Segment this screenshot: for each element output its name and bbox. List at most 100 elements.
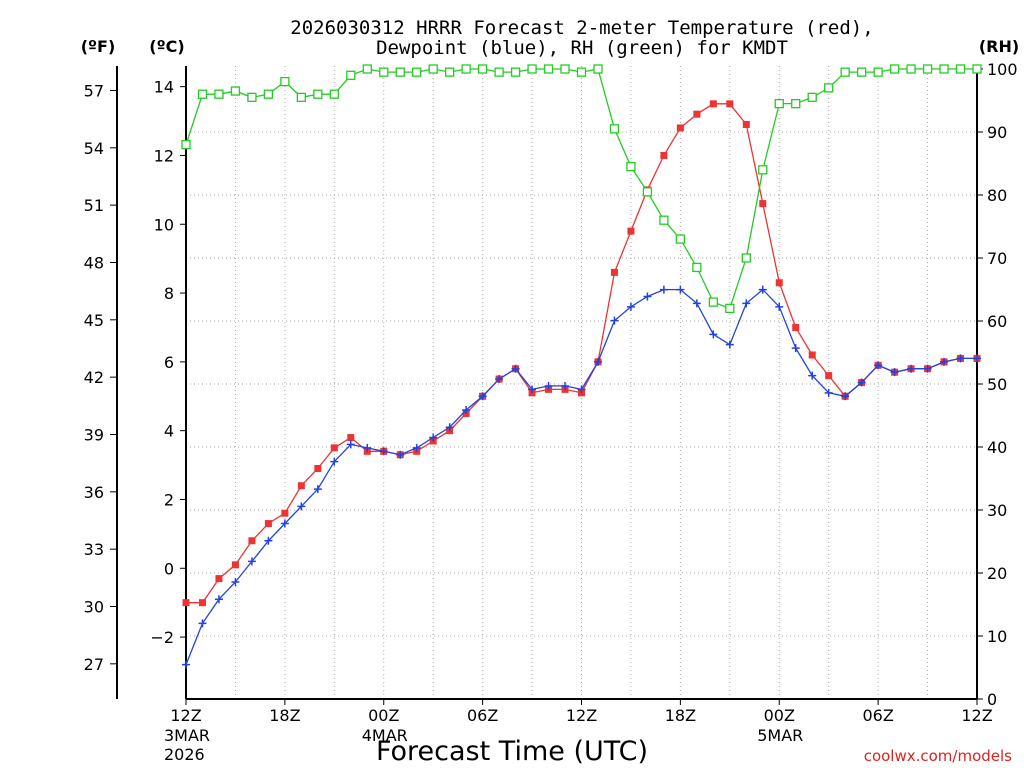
temperature-point: [792, 323, 800, 331]
dewpoint-point: [214, 595, 223, 604]
dewpoint-point: [973, 354, 981, 363]
rh-point: [197, 89, 208, 99]
celsius-tick-label: −2: [150, 628, 174, 647]
rh-point: [181, 139, 191, 150]
rh-point: [791, 99, 801, 109]
chart-title-line1: 2026030312 HRRR Forecast 2-meter Tempera…: [290, 17, 873, 39]
temperature-point: [627, 227, 635, 235]
rh-tick-label: 20: [987, 564, 1007, 583]
dewpoint-point: [692, 299, 701, 308]
grid-lines: [186, 66, 977, 699]
temperature-point: [726, 100, 734, 108]
dewpoint-point: [511, 364, 520, 373]
temperature-point: [182, 599, 190, 607]
temperature-point: [676, 124, 684, 132]
rh-point: [329, 89, 339, 99]
rh-point: [543, 64, 554, 74]
x-tick-label: 00Z: [368, 706, 399, 725]
rh-point: [626, 161, 636, 172]
rh-point: [939, 64, 949, 74]
dewpoint-point: [874, 361, 883, 370]
celsius-tick-label: 6: [164, 353, 174, 372]
dewpoint-point: [561, 381, 570, 390]
fahrenheit-tick-label: 39: [84, 425, 104, 444]
rh-tick-label: 10: [987, 627, 1007, 646]
dewpoint-point: [940, 357, 949, 366]
rh-point: [428, 64, 438, 74]
dewpoint-point: [412, 443, 421, 452]
x-tick-label: 18Z: [269, 706, 300, 725]
dewpoint-point: [775, 302, 784, 311]
rh-point: [856, 67, 867, 77]
rh-point: [346, 70, 356, 80]
celsius-tick-label: 2: [164, 490, 174, 509]
dewpoint-point: [231, 578, 240, 587]
fahrenheit-tick-label: 33: [84, 540, 104, 559]
rh-tick-label: 40: [987, 438, 1007, 457]
dewpoint-point: [709, 330, 718, 339]
dewpoint-point: [280, 519, 289, 528]
rh-point: [972, 64, 982, 74]
temperature-point: [775, 279, 783, 287]
dewpoint-point: [429, 433, 438, 442]
tick-labels: 575451484542393633302714121086420−210090…: [84, 60, 1018, 764]
dewpoint-point: [445, 423, 454, 432]
fahrenheit-tick-label: 54: [84, 139, 104, 158]
dewpoint-point: [247, 557, 256, 566]
temperature-point: [330, 444, 338, 452]
rh-tick-label: 70: [987, 249, 1007, 268]
dewpoint-point: [313, 485, 322, 494]
temperature-point: [759, 200, 767, 208]
rh-point: [477, 64, 488, 74]
rh-point: [461, 64, 471, 74]
dewpoint-point: [182, 660, 190, 669]
rh-point: [230, 86, 241, 96]
celsius-tick-label: 12: [154, 146, 174, 165]
rh-point: [527, 64, 537, 74]
rh-point: [247, 92, 257, 102]
fahrenheit-tick-label: 30: [84, 597, 104, 616]
rh-point: [395, 67, 405, 77]
x-tick-label: 06Z: [862, 706, 893, 725]
rh-axis-unit: (RH): [979, 37, 1019, 56]
rh-point: [725, 303, 735, 314]
celsius-tick-label: 8: [164, 284, 174, 303]
temperature-point: [198, 599, 206, 607]
rh-point: [296, 92, 307, 102]
x-axis-title: Forecast Time (UTC): [376, 736, 648, 767]
rh-tick-label: 60: [987, 312, 1007, 331]
x-tick-label: 12Z: [170, 706, 201, 725]
dewpoint-point: [857, 378, 866, 387]
dewpoint-point: [626, 302, 635, 311]
rh-point: [692, 262, 702, 273]
fahrenheit-tick-label: 36: [84, 483, 104, 502]
rh-point: [741, 253, 751, 263]
rh-point: [593, 64, 603, 74]
dewpoint-point: [363, 443, 372, 452]
rh-point: [609, 124, 620, 134]
x-tick-label: 06Z: [467, 706, 498, 725]
rh-point: [445, 67, 455, 77]
temperature-point: [314, 465, 322, 473]
dewpoint-point: [544, 381, 553, 390]
dewpoint-point: [593, 357, 602, 366]
rh-point: [510, 67, 521, 77]
celsius-axis-unit: (ºC): [149, 37, 184, 56]
dewpoint-point: [890, 368, 899, 377]
rh-point: [873, 67, 883, 77]
temperature-point: [825, 372, 833, 380]
temperature-point: [693, 110, 701, 118]
dewpoint-point: [495, 375, 504, 384]
rh-point: [379, 67, 389, 77]
dewpoint-point: [742, 299, 751, 308]
rh-point: [362, 64, 372, 74]
fahrenheit-tick-label: 51: [84, 196, 104, 215]
watermark: coolwx.com/models: [864, 747, 1012, 765]
rh-point: [313, 89, 323, 99]
dewpoint-point: [528, 385, 537, 394]
dewpoint-point: [725, 340, 734, 349]
rh-point: [675, 234, 686, 244]
dewpoint-point: [264, 536, 273, 545]
rh-point: [922, 64, 933, 74]
